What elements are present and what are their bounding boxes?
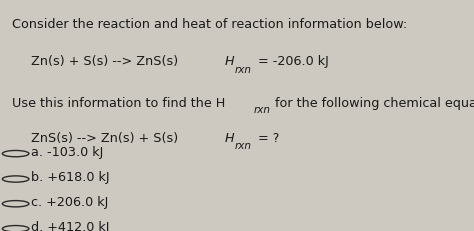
Text: b. +618.0 kJ: b. +618.0 kJ: [31, 171, 109, 184]
Text: rxn: rxn: [254, 105, 271, 115]
Text: a. -103.0 kJ: a. -103.0 kJ: [31, 146, 103, 158]
Text: = -206.0 kJ: = -206.0 kJ: [254, 55, 328, 68]
Text: rxn: rxn: [235, 65, 252, 75]
Text: H: H: [225, 132, 235, 145]
Text: Consider the reaction and heat of reaction information below:: Consider the reaction and heat of reacti…: [12, 18, 407, 31]
Text: rxn: rxn: [235, 141, 252, 151]
Text: for the following chemical equation:: for the following chemical equation:: [271, 97, 474, 110]
Text: = ?: = ?: [254, 132, 279, 145]
Text: Zn(s) + S(s) --> ZnS(s): Zn(s) + S(s) --> ZnS(s): [31, 55, 178, 68]
Text: Use this information to find the H: Use this information to find the H: [12, 97, 225, 110]
Text: c. +206.0 kJ: c. +206.0 kJ: [31, 196, 108, 209]
Text: ZnS(s) --> Zn(s) + S(s): ZnS(s) --> Zn(s) + S(s): [31, 132, 178, 145]
Text: d. +412.0 kJ: d. +412.0 kJ: [31, 221, 109, 231]
Text: H: H: [225, 55, 235, 68]
